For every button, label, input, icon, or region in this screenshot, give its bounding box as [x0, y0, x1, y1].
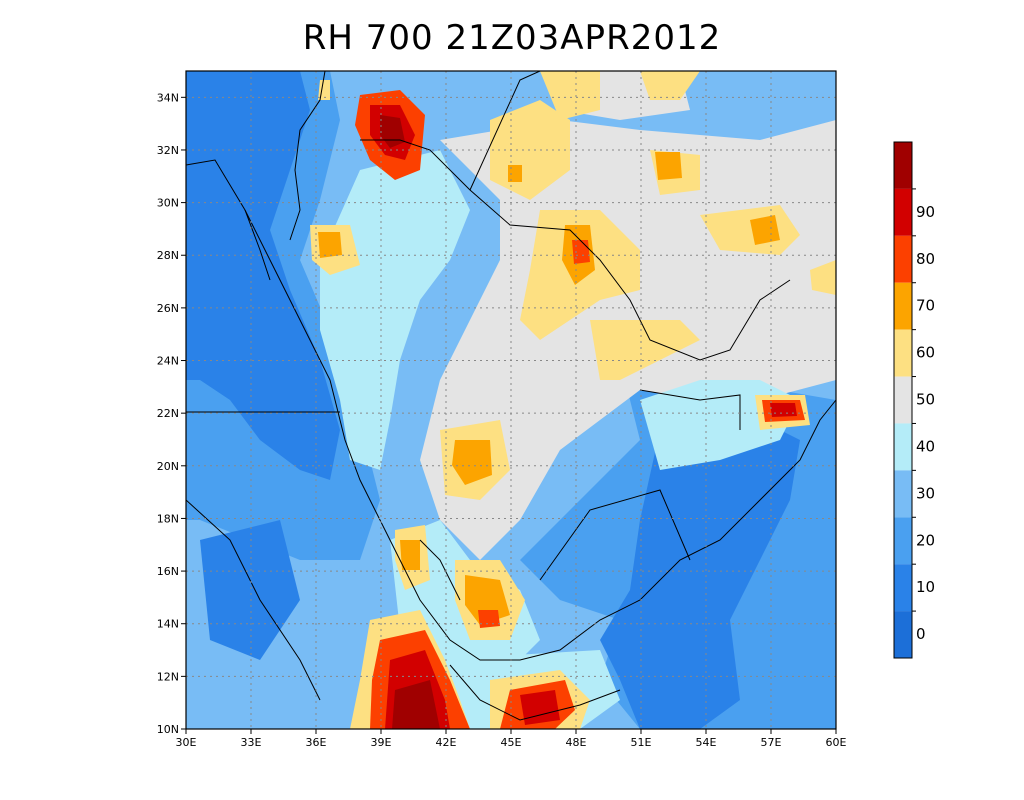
colorbar-segment [894, 564, 912, 612]
colorbar-label: 30 [916, 484, 935, 502]
lat-tick-label: 20N [157, 460, 179, 473]
gridlines [186, 71, 836, 729]
rh-field [186, 71, 836, 729]
lat-tick-label: 28N [157, 249, 179, 262]
colorbar-segment [894, 611, 912, 658]
lon-tick-label: 51E [631, 736, 652, 749]
colorbar-segment [894, 517, 912, 565]
colorbar-segment [894, 423, 912, 471]
colorbar-segment [894, 235, 912, 283]
lat-tick-label: 16N [157, 565, 179, 578]
colorbar-segment [894, 188, 912, 236]
colorbar-segment [894, 329, 912, 377]
colorbar-label: 60 [916, 344, 935, 362]
colorbar-label: 10 [916, 578, 935, 596]
lat-tick-label: 10N [157, 723, 179, 736]
colorbar: 0 10 20 30 40 50 60 70 80 90 [893, 141, 935, 659]
lon-tick-label: 45E [501, 736, 522, 749]
colorbar-label: 40 [916, 437, 935, 455]
lon-tick-label: 42E [436, 736, 457, 749]
colorbar-segment [894, 470, 912, 518]
lat-tick-label: 34N [157, 91, 179, 104]
lat-tick-label: 18N [157, 512, 179, 525]
coastlines [186, 71, 836, 721]
colorbar-label: 0 [916, 625, 926, 643]
lon-tick-label: 57E [761, 736, 782, 749]
colorbar-segment [894, 282, 912, 330]
colorbar-label: 70 [916, 297, 935, 315]
lat-tick-label: 14N [157, 618, 179, 631]
colorbar-segment [894, 376, 912, 424]
lon-tick-label: 48E [566, 736, 587, 749]
colorbar-label: 20 [916, 531, 935, 549]
lon-tick-label: 39E [371, 736, 392, 749]
colorbar-label: 90 [916, 203, 935, 221]
colorbar-label: 80 [916, 250, 935, 268]
lon-tick-label: 36E [306, 736, 327, 749]
lat-tick-label: 12N [157, 670, 179, 683]
lat-tick-label: 24N [157, 355, 179, 368]
lat-tick-label: 30N [157, 197, 179, 210]
lon-tick-label: 30E [176, 736, 197, 749]
lat-tick-label: 22N [157, 407, 179, 420]
colorbar-label: 50 [916, 391, 935, 409]
map-title: RH 700 21Z03APR2012 [302, 18, 722, 58]
lat-tick-label: 26N [157, 302, 179, 315]
lat-tick-label: 32N [157, 144, 179, 157]
colorbar-segment [894, 142, 912, 189]
lon-tick-label: 54E [696, 736, 717, 749]
lon-tick-label: 60E [826, 736, 847, 749]
lon-tick-label: 33E [241, 736, 262, 749]
